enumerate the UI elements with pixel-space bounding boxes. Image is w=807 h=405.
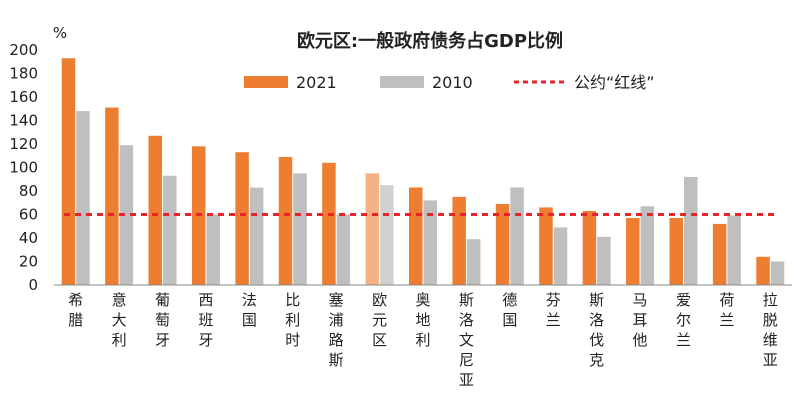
x-tick-label: 意大利 [112, 291, 127, 349]
x-tick-label: 比利时 [285, 291, 300, 349]
bar-2010-塞浦路斯 [336, 214, 351, 285]
x-tick-label: 斯洛伐克 [589, 291, 604, 369]
bar-2021-葡萄牙 [148, 135, 163, 285]
bar-2010-法国 [249, 187, 264, 285]
bar-2010-爱尔兰 [683, 176, 698, 285]
x-tick-label: 法国 [242, 291, 257, 329]
bar-2021-斯洛文尼亚 [452, 196, 466, 285]
y-tick-label: 20 [19, 253, 38, 271]
y-tick-label: 120 [9, 135, 38, 153]
chart-title: 欧元区:一般政府债务占GDP比例 [297, 30, 563, 52]
y-axis: 0 20 40 60 80 100 120 140 160 180 200 [9, 41, 38, 294]
bar-2021-爱尔兰 [669, 218, 683, 285]
y-tick-label: 60 [19, 206, 38, 224]
x-tick-label: 塞浦路斯 [329, 291, 344, 369]
y-tick-label: 0 [28, 276, 38, 294]
x-tick-label: 德国 [502, 291, 517, 329]
bar-2021-德国 [495, 203, 510, 285]
bar-2021-意大利 [105, 107, 119, 285]
x-tick-label: 西班牙 [198, 291, 213, 349]
y-tick-label: 200 [9, 41, 38, 59]
bar-2021-法国 [235, 152, 249, 285]
bar-2010-芬兰 [553, 227, 568, 285]
x-tick-label: 拉脱维亚 [763, 291, 778, 369]
y-tick-label: 80 [19, 182, 38, 200]
bar-2010-欧元区 [380, 185, 394, 285]
x-tick-label: 奥地利 [415, 291, 430, 349]
x-tick-label: 荷兰 [719, 291, 734, 329]
bar-2021-荷兰 [712, 223, 727, 285]
bar-2021-塞浦路斯 [322, 162, 336, 285]
x-tick-label: 芬兰 [546, 291, 561, 329]
bar-2021-欧元区 [365, 173, 380, 285]
bar-2010-德国 [510, 187, 524, 285]
legend-label-2010: 2010 [432, 73, 473, 92]
bar-2010-拉脱维亚 [770, 261, 785, 285]
bar-2021-芬兰 [539, 207, 553, 285]
x-tick-label: 马耳他 [633, 291, 648, 349]
legend-swatch-2010 [380, 76, 424, 88]
bar-2010-西班牙 [206, 214, 220, 285]
bar-2010-意大利 [119, 145, 134, 285]
x-tick-label: 葡萄牙 [155, 291, 170, 349]
bar-2010-斯洛伐克 [597, 236, 611, 285]
x-tick-label: 欧元区 [372, 291, 387, 349]
y-tick-label: 140 [9, 112, 38, 130]
bar-2021-拉脱维亚 [756, 256, 770, 285]
legend-label-redline: 公约“红线” [574, 73, 655, 92]
bar-2021-比利时 [278, 156, 293, 285]
bar-2010-斯洛文尼亚 [466, 239, 481, 285]
bar-2010-荷兰 [727, 215, 741, 285]
x-tick-label: 爱尔兰 [676, 291, 691, 349]
y-tick-label: 180 [9, 65, 38, 83]
bar-2021-斯洛伐克 [582, 210, 597, 285]
bar-2010-马耳他 [640, 206, 655, 285]
y-axis-unit: % [53, 24, 67, 42]
legend: 2021 2010 公约“红线” [244, 73, 655, 92]
bar-2010-比利时 [293, 173, 307, 285]
bar-2021-奥地利 [409, 187, 423, 285]
bar-2010-奥地利 [423, 200, 437, 285]
bar-2021-马耳他 [626, 218, 640, 285]
y-tick-label: 40 [19, 229, 38, 247]
y-tick-label: 160 [9, 88, 38, 106]
bars [61, 58, 785, 285]
bar-2021-希腊 [61, 58, 76, 285]
bar-2010-希腊 [76, 111, 90, 285]
bar-2010-葡萄牙 [163, 175, 177, 285]
legend-label-2021: 2021 [296, 73, 337, 92]
legend-swatch-2021 [244, 76, 288, 88]
y-tick-label: 100 [9, 159, 38, 177]
x-tick-label: 斯洛文尼亚 [459, 291, 474, 389]
x-tick-label: 希腊 [68, 291, 83, 329]
